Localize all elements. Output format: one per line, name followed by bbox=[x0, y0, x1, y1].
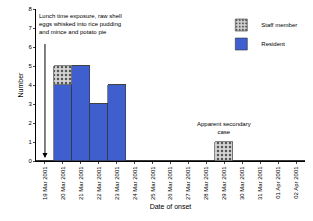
svg-text:20 Mar 2001: 20 Mar 2001 bbox=[60, 166, 66, 200]
svg-text:02 Apr 2001: 02 Apr 2001 bbox=[293, 166, 299, 199]
svg-text:8: 8 bbox=[28, 6, 32, 12]
svg-text:29 Mar 2001: 29 Mar 2001 bbox=[221, 166, 227, 200]
svg-text:1: 1 bbox=[28, 139, 32, 145]
svg-text:21 Mar 2001: 21 Mar 2001 bbox=[78, 166, 84, 200]
svg-text:4: 4 bbox=[28, 82, 32, 88]
svg-text:Staff member: Staff member bbox=[261, 22, 297, 28]
svg-text:Date of onset: Date of onset bbox=[150, 203, 192, 210]
svg-text:22 Mar 2001: 22 Mar 2001 bbox=[96, 166, 102, 200]
svg-text:7: 7 bbox=[28, 25, 32, 31]
svg-text:25 Mar 2001: 25 Mar 2001 bbox=[150, 166, 156, 200]
svg-text:24 Mar 2001: 24 Mar 2001 bbox=[132, 166, 138, 200]
svg-text:2: 2 bbox=[28, 120, 32, 126]
svg-text:3: 3 bbox=[28, 101, 32, 107]
svg-text:Number: Number bbox=[17, 72, 24, 98]
svg-text:23 Mar 2001: 23 Mar 2001 bbox=[114, 166, 120, 200]
svg-text:Lunch time exposure, raw shell: Lunch time exposure, raw shelleggs whisk… bbox=[39, 13, 122, 35]
svg-text:31 Mar 2001: 31 Mar 2001 bbox=[257, 166, 263, 200]
svg-text:27 Mar 2001: 27 Mar 2001 bbox=[185, 166, 191, 200]
svg-text:01 Apr 2001: 01 Apr 2001 bbox=[275, 166, 281, 199]
svg-text:19 Mar 2001: 19 Mar 2001 bbox=[42, 166, 48, 200]
svg-text:Apparent secondarycase: Apparent secondarycase bbox=[197, 121, 251, 135]
svg-text:6: 6 bbox=[28, 44, 32, 50]
svg-text:30 Mar 2001: 30 Mar 2001 bbox=[239, 166, 245, 200]
svg-text:5: 5 bbox=[28, 63, 32, 69]
svg-text:26 Mar 2001: 26 Mar 2001 bbox=[167, 166, 173, 200]
svg-text:28 Mar 2001: 28 Mar 2001 bbox=[203, 166, 209, 200]
svg-text:Resident: Resident bbox=[261, 41, 285, 47]
svg-text:0: 0 bbox=[28, 158, 32, 164]
